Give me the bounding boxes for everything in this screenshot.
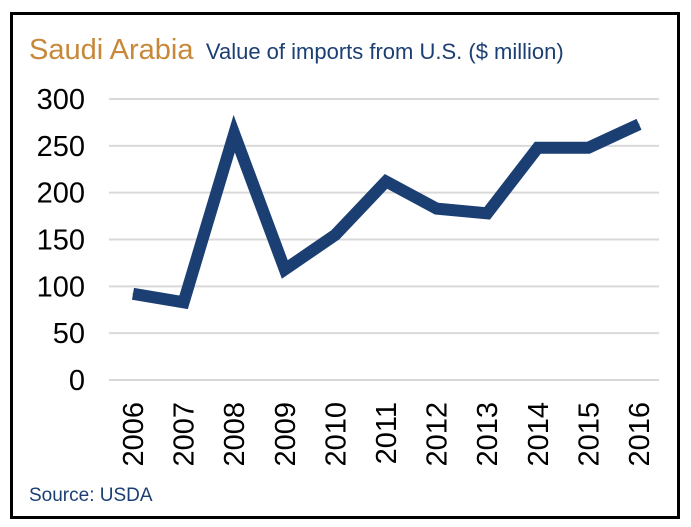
x-tick-label: 2012	[422, 402, 454, 467]
data-point-2015	[587, 147, 589, 149]
y-tick-label: 250	[37, 131, 85, 163]
source-note: Source: USDA	[29, 485, 153, 506]
data-point-2013	[486, 212, 488, 214]
data-point-2016	[638, 123, 640, 125]
data-point-2014	[537, 147, 539, 149]
chart-frame: Saudi Arabia Value of imports from U.S. …	[10, 12, 680, 519]
x-tick-label: 2007	[169, 402, 201, 467]
y-tick-label: 0	[69, 365, 85, 397]
data-point-2009	[284, 268, 286, 270]
y-tick-label: 150	[37, 225, 85, 257]
x-tick-label: 2014	[523, 402, 555, 467]
x-tick-label: 2015	[573, 402, 605, 467]
y-axis-ticks: 0 50 100 150 200 250 300	[37, 84, 85, 397]
x-tick-label: 2013	[472, 402, 504, 467]
y-tick-label: 200	[37, 178, 85, 210]
x-tick-label: 2010	[320, 402, 352, 467]
x-tick-label: 2016	[624, 402, 656, 467]
y-tick-label: 50	[53, 318, 85, 350]
data-point-2011	[385, 180, 387, 182]
line-chart: Saudi Arabia Value of imports from U.S. …	[29, 34, 659, 506]
data-point-2010	[334, 234, 336, 236]
title-subtitle: Value of imports from U.S. ($ million)	[206, 39, 564, 64]
series-layer	[132, 114, 642, 310]
y-tick-label: 100	[37, 271, 85, 303]
x-axis-ticks: 2006 2007 2008 2009 2010 2011 2012 2013 2014 2015…	[118, 402, 656, 467]
data-point-2012	[436, 208, 438, 210]
x-tick-label: 2011	[371, 402, 403, 464]
chart-title: Saudi Arabia Value of imports from U.S. …	[29, 34, 564, 66]
data-point-2007	[183, 301, 185, 303]
x-tick-label: 2008	[219, 402, 251, 467]
data-point-2006	[132, 293, 134, 295]
y-tick-label: 300	[37, 84, 85, 116]
x-tick-label: 2009	[270, 402, 302, 467]
x-tick-label: 2006	[118, 402, 150, 467]
gridlines	[109, 98, 659, 381]
title-country: Saudi Arabia	[29, 34, 194, 66]
series-line-0	[132, 114, 642, 310]
data-point-2008	[233, 133, 235, 135]
